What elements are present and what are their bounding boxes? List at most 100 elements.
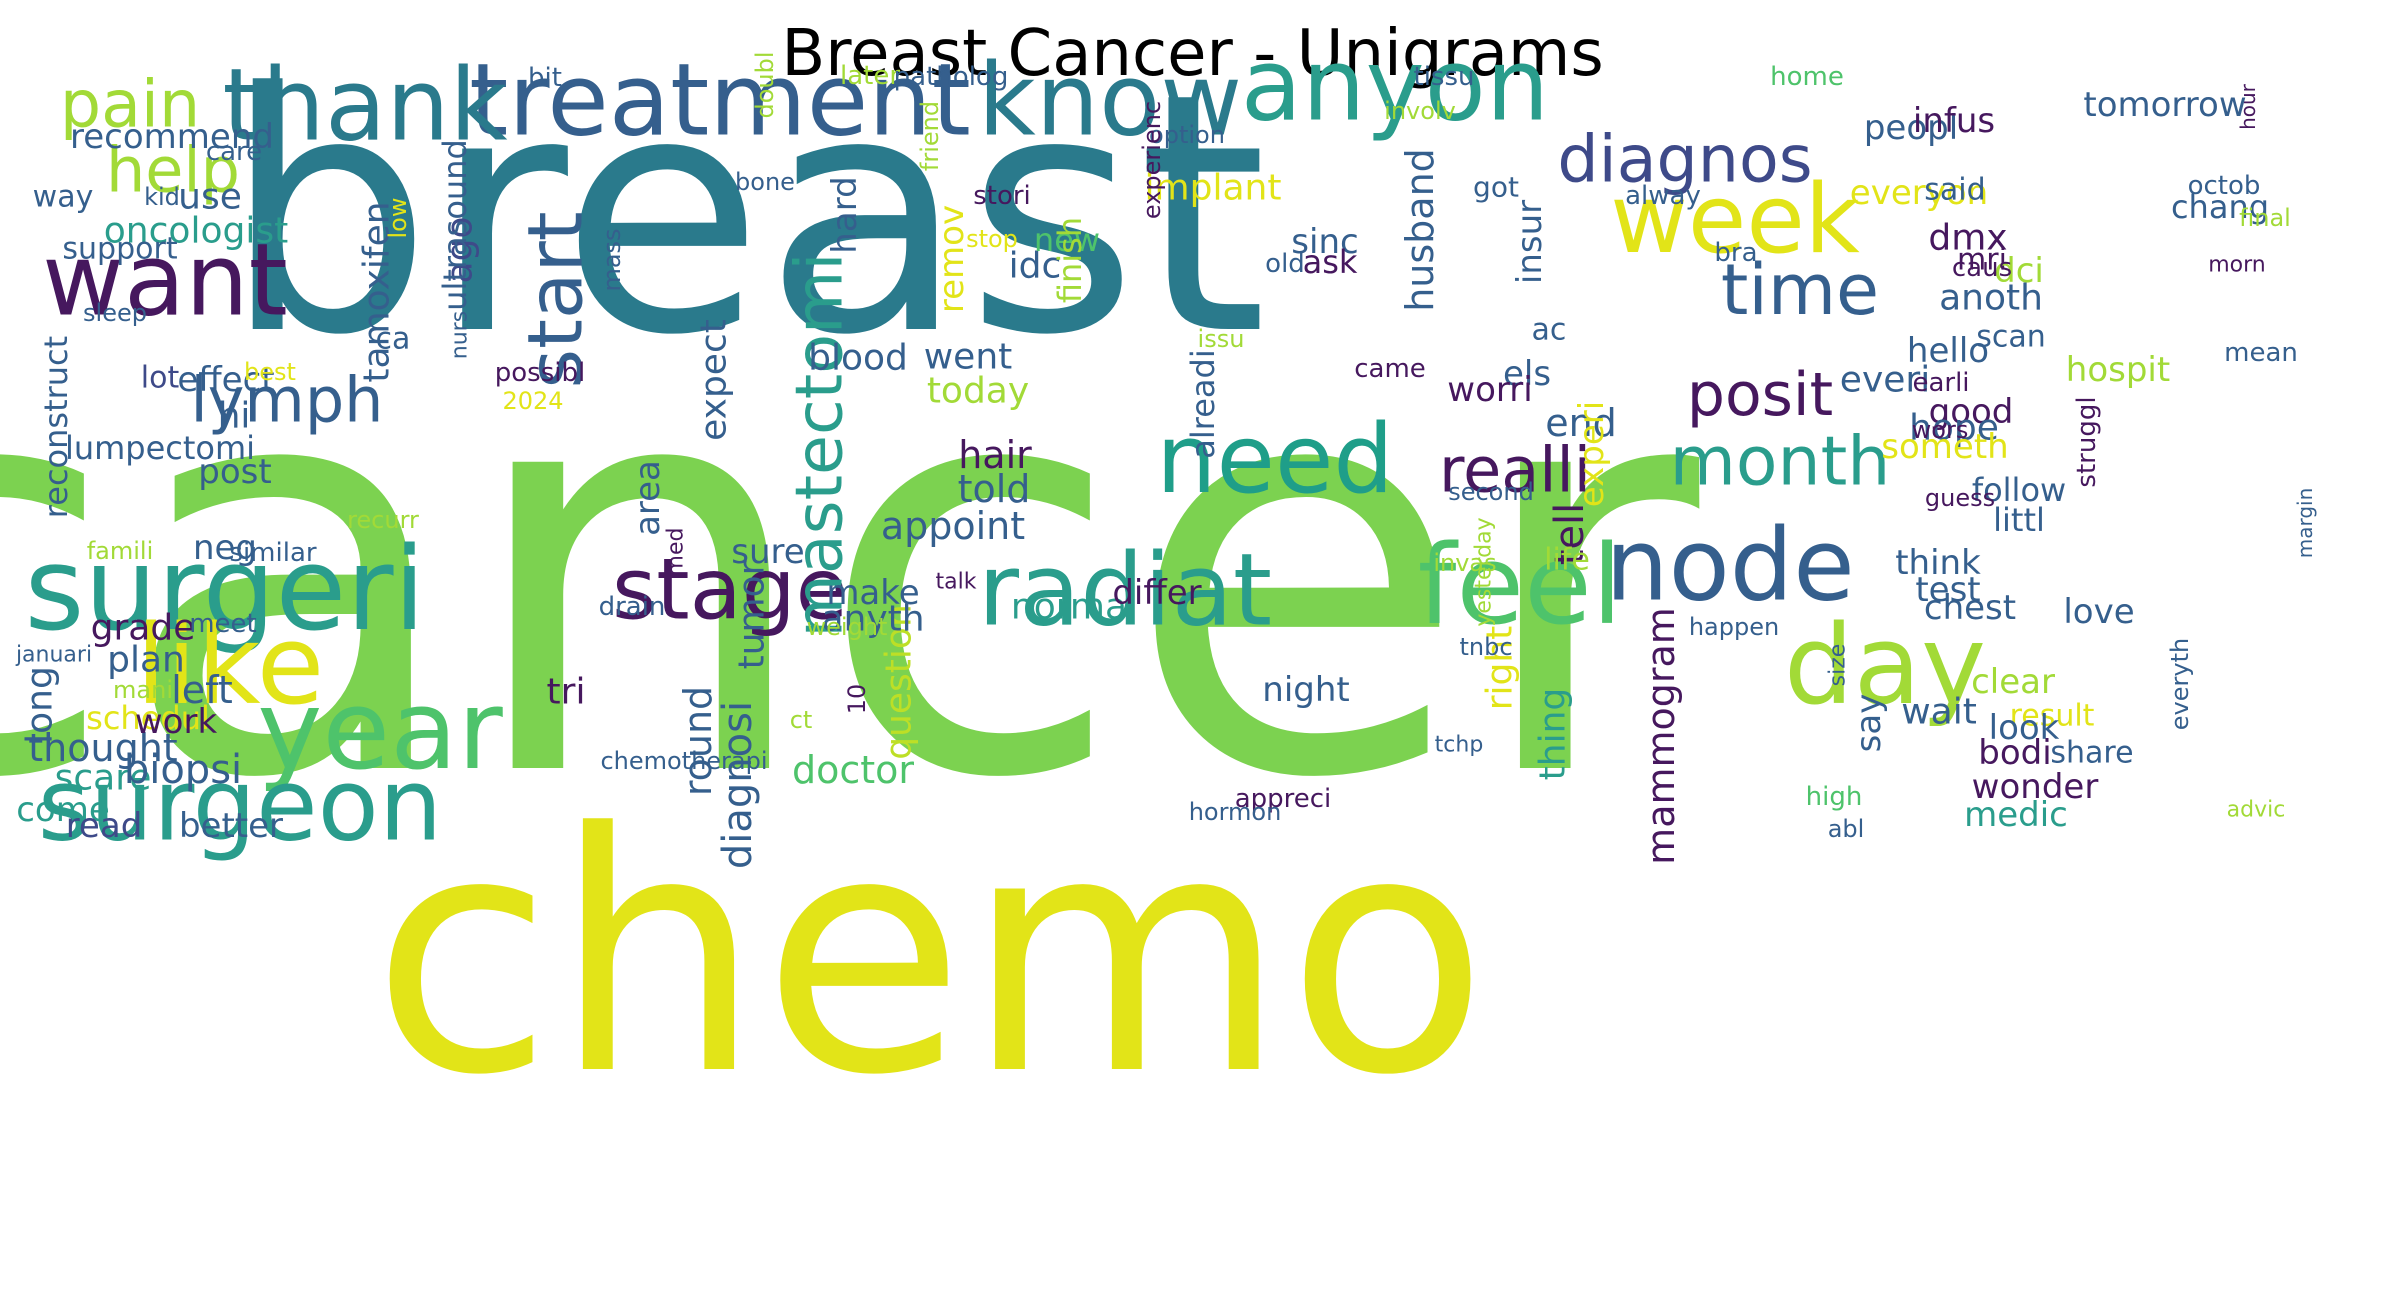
word-make: make (826, 573, 919, 613)
word-got: got (1473, 171, 1519, 204)
word-reconstruct: reconstruct (37, 336, 75, 518)
word-hi: hi (218, 396, 251, 437)
word-issu: issu (1198, 325, 1245, 353)
word-tumor: tumor (732, 560, 773, 669)
word-morn: morn (2208, 253, 2266, 278)
word-2024: 2024 (502, 387, 563, 415)
word-alreadi: alreadi (1184, 349, 1222, 458)
word-way: way (33, 180, 94, 215)
word-bone: bone (735, 168, 795, 196)
word-thought: thought (28, 726, 177, 770)
word-octob: octob (2188, 171, 2261, 201)
word-bodi: bodi (1978, 733, 2051, 773)
word-talk: talk (936, 570, 977, 595)
word-end: end (1545, 401, 1617, 445)
word-10: 10 (843, 684, 871, 715)
word-best: best (244, 358, 296, 386)
word-normal: normal (1011, 587, 1137, 628)
word-alway: alway (1625, 181, 1701, 211)
word-recurr: recurr (347, 506, 419, 534)
word-today: today (927, 371, 1029, 412)
word-wonder: wonder (1972, 767, 2099, 807)
word-follow: follow (1972, 471, 2066, 509)
word-tissu: tissu (1414, 62, 1475, 92)
word-come: come (16, 790, 110, 830)
word-mani: mani (113, 676, 173, 704)
word-expect: expect (694, 319, 735, 441)
word-medic: medic (1964, 795, 2068, 835)
word-new: new (1034, 221, 1100, 259)
word-scare: scare (55, 758, 152, 799)
word-ca: ca (376, 322, 411, 357)
word-implant: implant (1145, 168, 1282, 209)
word-use: use (178, 177, 242, 218)
word-friend: friend (916, 101, 944, 171)
word-high: high (1806, 782, 1863, 812)
word-post: post (198, 452, 271, 492)
word-cancer: cancer (0, 249, 1705, 901)
word-night: night (1262, 670, 1349, 710)
word-weight: weight (807, 613, 888, 641)
word-option: option (1149, 121, 1225, 149)
word-sure: sure (731, 532, 804, 572)
word-doubl: doubl (751, 51, 779, 118)
word-biopsi: biopsi (124, 747, 242, 793)
word-dci: dci (1994, 251, 2044, 291)
word-patholog: patholog (894, 62, 1009, 92)
word-stop: stop (966, 225, 1018, 253)
word-invas: invas (1433, 549, 1496, 577)
word-littl: littl (1993, 501, 2045, 539)
word-diagnosi: diagnosi (715, 701, 761, 869)
word-mri: mri (1957, 243, 2007, 278)
word-caus: caus (1952, 253, 2012, 283)
word-possibl: possibl (495, 358, 585, 388)
word-everyth: everyth (2166, 638, 2194, 730)
word-surgeri: surgeri (24, 523, 425, 657)
word-wors: wors (1912, 416, 1969, 444)
word-bit: bit (528, 63, 562, 93)
word-test: test (1915, 570, 1980, 610)
word-kid: kid (144, 183, 180, 211)
word-ask: ask (1303, 243, 1358, 281)
word-idc: idc (1009, 246, 1062, 287)
word-peopl: peopl (1864, 108, 1958, 148)
word-hour: hour (2236, 83, 2260, 130)
word-abl: abl (1828, 815, 1865, 843)
word-life: life (1544, 543, 1590, 578)
word-node: node (1605, 507, 1855, 624)
word-stori: stori (973, 181, 1031, 211)
word-yesterday: yesterday (1472, 517, 1497, 626)
word-sleep: sleep (83, 299, 147, 327)
word-thank: thank (222, 47, 507, 164)
word-read: read (66, 806, 143, 846)
word-time: time (1721, 249, 1879, 331)
word-later: later (840, 61, 900, 91)
word-nurs: nurs (448, 311, 473, 359)
word-ago: ago (440, 217, 481, 284)
word-say: say (1849, 694, 1889, 753)
word-scan: scan (1976, 320, 2046, 355)
word-bra: bra (1714, 238, 1757, 268)
word-drain: drain (599, 592, 666, 622)
word-week: week (1610, 165, 1860, 275)
word-schedul: schedul (86, 699, 210, 737)
word-guess: guess (1925, 484, 1995, 512)
word-pain: pain (60, 68, 200, 143)
word-treatment: treatment (469, 42, 971, 159)
word-meet: meet (189, 609, 257, 639)
word-chemotherapi: chemotherapi (600, 747, 767, 775)
word-radiat: radiat (978, 532, 1272, 649)
word-med: med (664, 528, 689, 577)
word-thing: thing (1533, 688, 1574, 781)
word-lumpectomi: lumpectomi (65, 429, 255, 467)
word-share: share (2050, 736, 2133, 771)
word-second: second (1448, 478, 1534, 506)
word-look: look (1989, 708, 2060, 748)
word-worri: worri (1447, 370, 1532, 410)
word-wait: wait (1901, 692, 1977, 733)
word-ac: ac (1532, 313, 1567, 348)
word-neg: neg (193, 528, 257, 568)
word-old: old (1265, 249, 1305, 279)
word-finish: finish (1051, 217, 1089, 303)
word-year: year (257, 666, 503, 794)
